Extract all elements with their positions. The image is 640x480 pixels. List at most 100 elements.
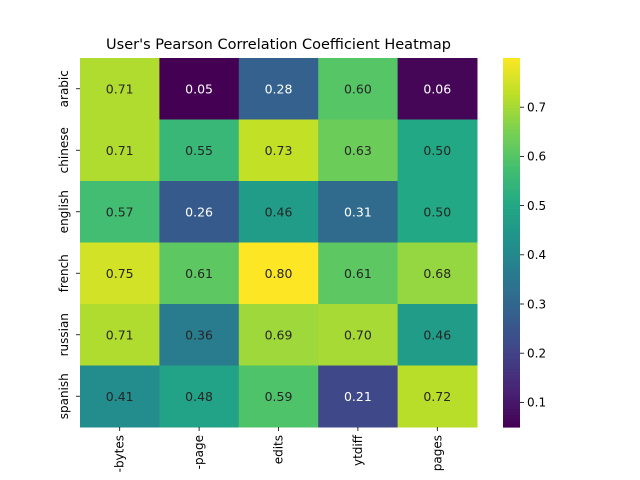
- colorbar-segment: [503, 267, 520, 271]
- heatmap-cell: [159, 119, 240, 182]
- heatmap-cell: [80, 365, 160, 428]
- cell-value-label: 0.61: [344, 266, 372, 281]
- colorbar-segment: [503, 196, 520, 201]
- cell-value-label: 0.60: [344, 81, 372, 96]
- heatmap-cell: [318, 365, 399, 428]
- colorbar-segment: [503, 107, 520, 111]
- colorbar-segment: [503, 316, 520, 320]
- colorbar-segment: [503, 273, 520, 277]
- colorbar-segment: [503, 282, 520, 287]
- colorbar-segment: [503, 144, 520, 148]
- cell-value-label: 0.21: [344, 389, 372, 404]
- colorbar-segment: [503, 70, 520, 74]
- colorbar-segment: [503, 181, 520, 185]
- colorbar-segment: [503, 97, 520, 102]
- colorbar-segment: [503, 116, 520, 121]
- cell-value-label: 0.50: [423, 204, 451, 219]
- colorbar-segment: [503, 224, 520, 228]
- heatmap-cell: [238, 304, 319, 366]
- colorbar-segment: [503, 307, 520, 311]
- colorbar-segment: [503, 134, 520, 139]
- colorbar-segment: [503, 334, 520, 339]
- colorbar-segment: [503, 233, 520, 237]
- cell-value-label: 0.41: [106, 389, 134, 404]
- colorbar-segment: [503, 162, 520, 167]
- heatmap-cell: [318, 58, 399, 120]
- cell-value-label: 0.63: [344, 143, 372, 158]
- colorbar-segment: [503, 156, 520, 161]
- cell-value-label: 0.75: [106, 266, 134, 281]
- cell-value-label: 0.05: [185, 81, 213, 96]
- colorbar-segment: [503, 380, 520, 385]
- colorbar-segment: [503, 177, 520, 182]
- colorbar-segment: [503, 371, 520, 376]
- colorbar-segment: [503, 165, 520, 170]
- colorbar-segment: [503, 362, 520, 367]
- colorbar-segment: [503, 257, 520, 262]
- colorbar-segment: [503, 208, 520, 213]
- colorbar-segment: [503, 110, 520, 114]
- colorbar-segment: [503, 365, 520, 370]
- heatmap-cell: [159, 181, 240, 243]
- colorbar-tick-label: 0.7: [527, 101, 546, 115]
- colorbar-segment: [503, 113, 520, 118]
- colorbar-segment: [503, 356, 520, 360]
- colorbar-segment: [503, 73, 520, 78]
- heatmap-cell: [238, 365, 319, 428]
- colorbar-segment: [503, 310, 520, 314]
- colorbar-segment: [503, 76, 520, 81]
- cell-value-label: 0.72: [423, 389, 451, 404]
- colorbar-segment: [503, 211, 520, 216]
- colorbar-segment: [503, 94, 520, 99]
- heatmap-cell: [159, 242, 240, 305]
- cell-value-label: 0.31: [344, 204, 372, 219]
- column-tick-labels: -bytes -page edits ytdiff pages: [113, 427, 444, 472]
- colorbar-segment: [503, 64, 520, 68]
- colorbar-segment: [503, 88, 520, 93]
- colorbar-segment: [503, 270, 520, 274]
- colorbar-segment: [503, 125, 520, 130]
- colorbar-segment: [503, 423, 520, 428]
- heatmap-cell: [159, 58, 240, 120]
- heatmap-cell: [159, 365, 240, 428]
- column-tick-label: -bytes: [113, 435, 127, 472]
- colorbar-segment: [503, 205, 520, 210]
- colorbar-segment: [503, 414, 520, 419]
- colorbar-segment: [503, 374, 520, 379]
- colorbar-segment: [503, 343, 520, 348]
- colorbar-segment: [503, 150, 520, 154]
- colorbar-segment: [503, 387, 520, 391]
- colorbar-segment: [503, 337, 520, 342]
- colorbar: 0.1 0.2 0.3 0.4 0.5 0.6 0.7: [503, 58, 546, 428]
- heatmap-cell: [318, 181, 399, 243]
- colorbar-segment: [503, 325, 520, 330]
- colorbar-segment: [503, 227, 520, 231]
- colorbar-segment: [503, 417, 520, 422]
- cell-value-label: 0.28: [265, 81, 293, 96]
- colorbar-segment: [503, 85, 520, 90]
- heatmap-cell: [397, 304, 478, 366]
- colorbar-segment: [503, 119, 520, 124]
- colorbar-segment: [503, 420, 520, 425]
- colorbar-segment: [503, 393, 520, 397]
- colorbar-segment: [503, 304, 520, 308]
- colorbar-segment: [503, 322, 520, 327]
- cell-value-label: 0.55: [185, 143, 213, 158]
- colorbar-segment: [503, 199, 520, 204]
- colorbar-segment: [503, 214, 520, 219]
- heatmap-cell: [238, 58, 319, 120]
- heatmap-cell: [238, 242, 319, 305]
- heatmap-cells: 0.71 0.05 0.28 0.60 0.06 0.71 0.55 0.73 0.63 0.50…: [80, 58, 478, 428]
- colorbar-segment: [503, 288, 520, 293]
- colorbar-segment: [503, 313, 520, 317]
- heatmap-cell: [397, 365, 478, 428]
- heatmap-cell: [397, 242, 478, 305]
- row-tick-label: spanish: [57, 373, 71, 419]
- column-tick-label: ytdiff: [351, 434, 365, 466]
- cell-value-label: 0.73: [265, 143, 293, 158]
- colorbar-tick-label: 0.5: [527, 199, 546, 213]
- colorbar-segment: [503, 285, 520, 290]
- colorbar-segment: [503, 383, 520, 388]
- colorbar-segment: [503, 101, 520, 105]
- colorbar-segment: [503, 402, 520, 407]
